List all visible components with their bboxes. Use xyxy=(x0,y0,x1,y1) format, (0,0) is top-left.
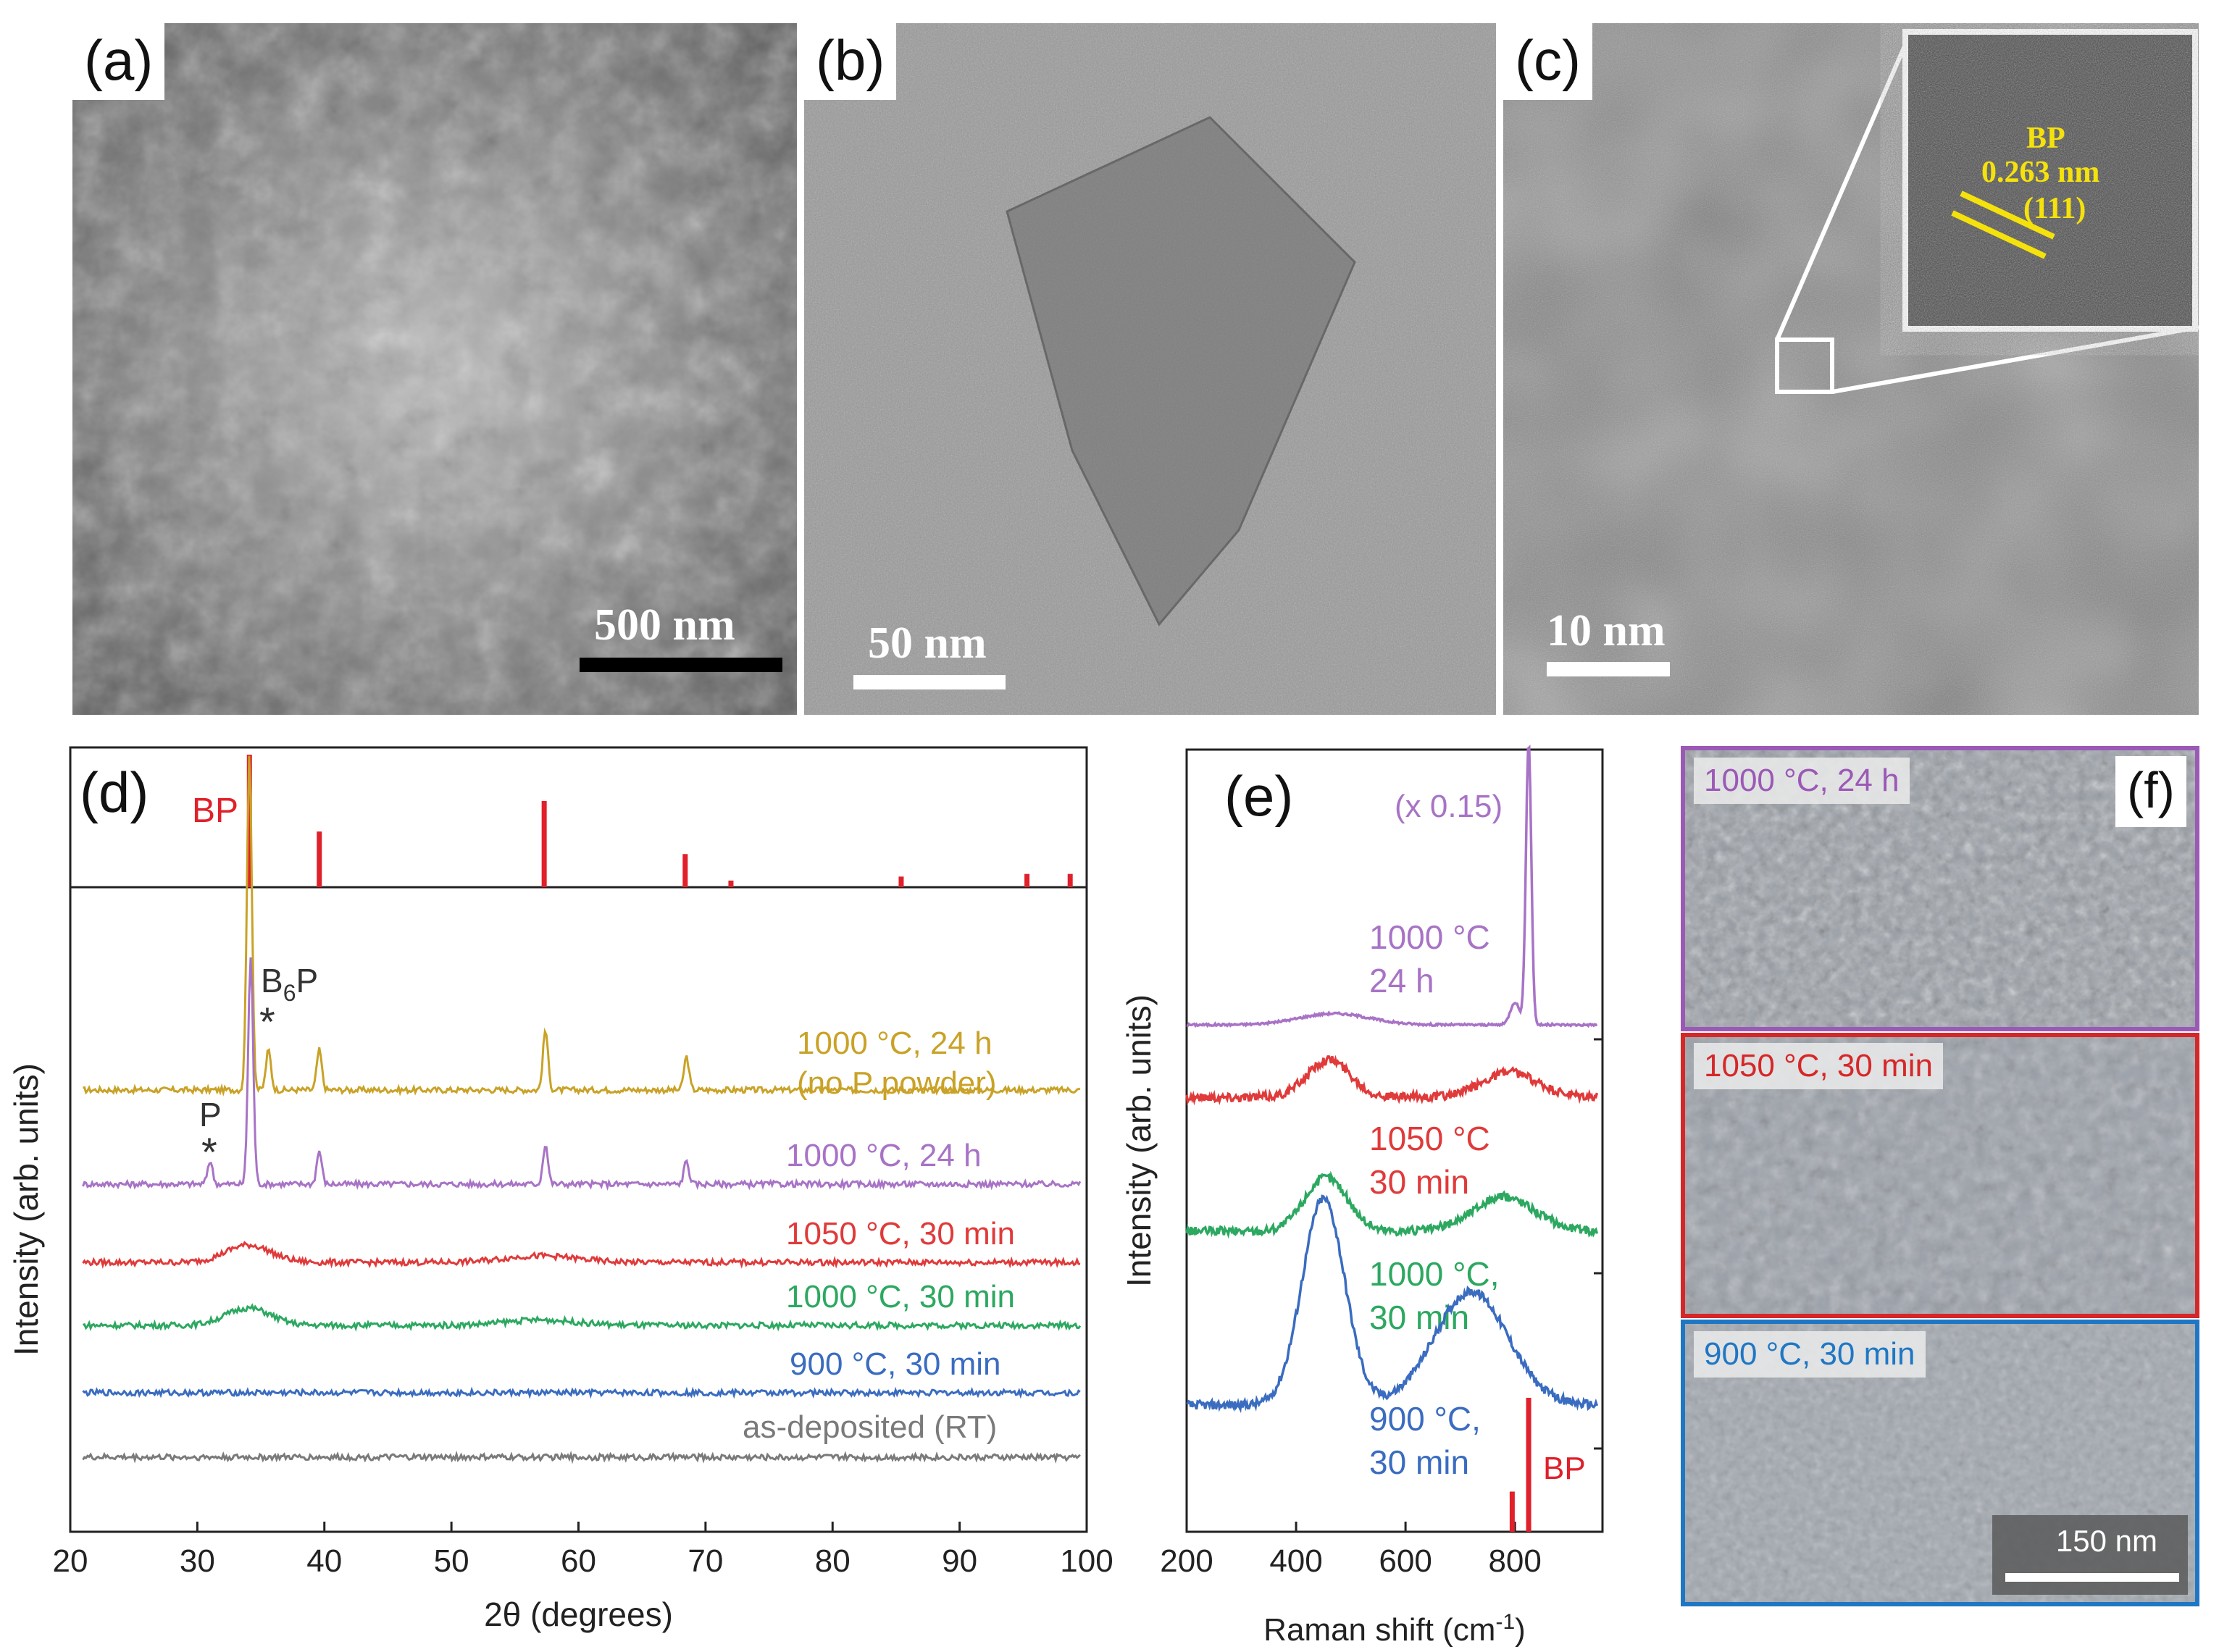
panel-label-c: (c) xyxy=(1503,23,1592,100)
scale-bar-b xyxy=(853,675,1006,689)
sem-f2-label: 1050 °C, 30 min xyxy=(1694,1043,1943,1089)
flake xyxy=(1006,116,1356,626)
scale-bar-label-c: 10 nm xyxy=(1547,606,1666,655)
raman-series-label: 1000 °C, xyxy=(1369,1255,1500,1293)
raman-series-line xyxy=(1186,745,1598,1028)
reference-label: BP xyxy=(192,792,238,830)
sem-f1-label: 1000 °C, 24 h xyxy=(1694,758,1910,804)
x-tick-label: 90 xyxy=(942,1543,977,1579)
x-axis-label: 2θ (degrees) xyxy=(484,1596,673,1633)
x-tick-label: 30 xyxy=(180,1543,215,1579)
xrd-series-line xyxy=(83,1303,1082,1332)
raman-series-line xyxy=(1185,1170,1599,1239)
raman-series-label: 900 °C, xyxy=(1369,1400,1481,1438)
x-tick-label: 40 xyxy=(306,1543,342,1579)
xrd-series-line xyxy=(83,755,1081,1097)
scale-bar-label-b: 50 nm xyxy=(868,619,987,668)
raman-series-label: 1000 °C xyxy=(1369,918,1490,956)
inset-spacing-label: 0.263 nm xyxy=(1981,156,2100,189)
annotation-asterisk: * xyxy=(201,1129,217,1175)
sem-texture xyxy=(72,23,797,715)
xrd-series-label: (no P powder) xyxy=(797,1065,997,1101)
x-tick-label: 400 xyxy=(1269,1543,1322,1579)
x-tick-label: 60 xyxy=(561,1543,596,1579)
x-tick-label: 50 xyxy=(434,1543,469,1579)
sem-stack-f: 1000 °C, 24 h (f) 1050 °C, 30 min 900 °C… xyxy=(1681,746,2202,1606)
inset-plane-label: (111) xyxy=(2023,192,2086,225)
raman-chart: 200 400 600 800 Raman shift (cm-1) Intensity … xyxy=(1120,745,1604,1648)
xrd-series-label: 1050 °C, 30 min xyxy=(786,1216,1015,1251)
annotation-asterisk: * xyxy=(259,999,275,1044)
xrd-series-line xyxy=(82,1450,1081,1464)
xrd-series-label: as-deposited (RT) xyxy=(743,1409,997,1445)
panel-label-f: (f) xyxy=(2115,756,2186,827)
x-tick-label: 80 xyxy=(815,1543,851,1579)
scale-bar-label-f: 150 nm xyxy=(2055,1524,2157,1558)
raman-series-label: 1050 °C xyxy=(1369,1120,1490,1157)
sem-f3-label: 900 °C, 30 min xyxy=(1694,1331,1926,1378)
scale-bar-f xyxy=(2005,1573,2179,1582)
xrd-chart: BP 20 30 40 50 60 70 80 90 100 2θ (degrees) Intensi… xyxy=(7,746,1113,1633)
scale-bar-label-a: 500 nm xyxy=(594,600,735,650)
plot-frame xyxy=(1185,748,1604,1533)
x-tick-label: 100 xyxy=(1060,1543,1113,1579)
scale-bar-c xyxy=(1547,662,1670,676)
sem-f-1000-24h: 1000 °C, 24 h (f) xyxy=(1681,746,2199,1031)
raman-series-line xyxy=(1185,1054,1599,1106)
tem-texture xyxy=(804,23,1496,715)
panel-label-a: (a) xyxy=(72,23,165,100)
x-tick-label: 600 xyxy=(1379,1543,1432,1579)
y-axis-label: Intensity (arb. units) xyxy=(7,1063,45,1356)
sem-f-900-30min: 900 °C, 30 min 150 nm xyxy=(1681,1320,2199,1606)
zoom-box xyxy=(1775,337,1834,394)
hrtem-image-c: (c) BP 0.263 nm (111) 10 nm xyxy=(1503,23,2199,715)
sem-f-1050-30min: 1050 °C, 30 min xyxy=(1681,1033,2199,1318)
panel-label-b: (b) xyxy=(804,23,897,100)
raman-series-line xyxy=(1186,1194,1599,1414)
hrtem-texture xyxy=(1503,23,2199,715)
xrd-series-label: 900 °C, 30 min xyxy=(790,1346,1001,1382)
xrd-series-label: 1000 °C, 24 h xyxy=(786,1138,982,1173)
x-axis-label: Raman shift (cm-1) xyxy=(1263,1610,1526,1648)
x-tick-label: 20 xyxy=(53,1543,88,1579)
panel-label-e: (e) xyxy=(1224,764,1294,828)
scale-bar-a xyxy=(580,658,782,672)
x-tick-label: 70 xyxy=(688,1543,723,1579)
panel-label-d: (d) xyxy=(80,760,149,824)
xrd-series-line xyxy=(82,1241,1081,1270)
tem-image-b: (b) 50 nm xyxy=(804,23,1496,715)
xrd-series-line xyxy=(82,957,1082,1191)
raman-series-label: 30 min xyxy=(1369,1443,1469,1481)
raman-series-label: 24 h xyxy=(1369,962,1434,999)
scale-note: (x 0.15) xyxy=(1395,789,1503,824)
annotation-p: P xyxy=(199,1096,222,1133)
inset-phase-label: BP xyxy=(2026,122,2065,155)
reference-label: BP xyxy=(1543,1451,1586,1486)
xrd-series-line xyxy=(82,1386,1081,1399)
x-tick-label: 800 xyxy=(1488,1543,1541,1579)
x-tick-label: 200 xyxy=(1160,1543,1213,1579)
y-axis-label: Intensity (arb. units) xyxy=(1120,994,1158,1287)
xrd-series-label: 1000 °C, 24 h xyxy=(797,1026,993,1061)
sem-image-a: (a) 500 nm xyxy=(72,23,797,715)
raman-series-label: 30 min xyxy=(1369,1163,1469,1201)
xrd-series-label: 1000 °C, 30 min xyxy=(786,1279,1015,1315)
